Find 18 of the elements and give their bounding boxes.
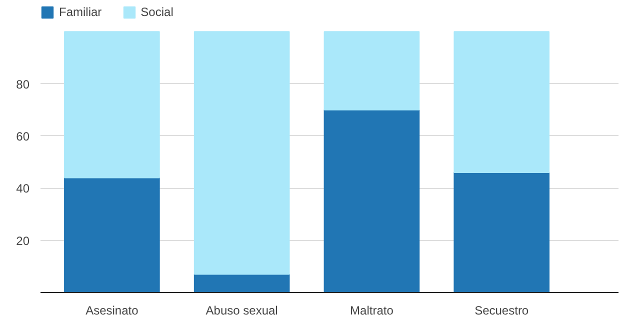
bar [64, 177, 160, 292]
x-tick-label: Secuestro [474, 304, 529, 318]
y-tick-label: 20 [16, 234, 30, 248]
bar [454, 172, 550, 292]
x-tick-label: Maltrato [350, 304, 394, 318]
bar [64, 31, 160, 178]
y-tick-label: 40 [16, 182, 30, 196]
x-tick-label: Asesinato [86, 304, 139, 318]
bar [194, 274, 290, 292]
y-tick-label: 60 [16, 129, 30, 144]
x-tick-label: Abuso sexual [206, 304, 278, 318]
legend-label: Familiar [59, 5, 102, 19]
bar [324, 31, 420, 110]
legend-label: Social [140, 5, 174, 19]
y-tick-label: 80 [16, 77, 30, 92]
bar [454, 31, 550, 173]
bar [324, 109, 420, 292]
bar [194, 31, 290, 275]
